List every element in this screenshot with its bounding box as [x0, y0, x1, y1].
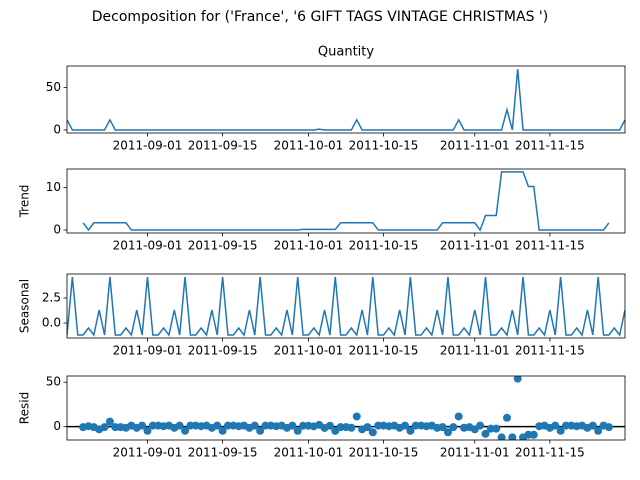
resid-point: [347, 423, 356, 432]
y-tick-label: 0: [53, 419, 61, 433]
resid-point: [454, 412, 463, 421]
figure-title: Decomposition for ('France', '6 GIFT TAG…: [92, 9, 549, 25]
resid-point: [143, 426, 152, 435]
resid-point: [288, 421, 297, 430]
y-tick-label: 10: [46, 180, 61, 194]
x-tick-label: 2011-09-01: [113, 344, 183, 358]
x-tick-label: 2011-09-01: [113, 446, 183, 460]
x-tick-label: 2011-10-15: [349, 344, 419, 358]
x-tick-label: 2011-11-15: [515, 139, 585, 153]
y-tick-label: 2.5: [42, 291, 61, 305]
x-tick-label: 2011-09-15: [188, 446, 258, 460]
resid-point: [529, 430, 538, 439]
resid-point: [368, 428, 377, 437]
x-tick-label: 2011-10-15: [349, 446, 419, 460]
y-axis-label: Trend: [18, 185, 32, 219]
x-tick-label: 2011-09-01: [113, 239, 183, 253]
series-line: [82, 171, 610, 232]
resid-point: [213, 421, 222, 430]
resid-point: [604, 423, 613, 432]
panel-title: Quantity: [318, 45, 374, 60]
axes-frame: [66, 273, 626, 339]
resid-point: [175, 421, 184, 430]
axes-frame: [66, 168, 626, 234]
resid-point: [438, 423, 447, 432]
resid-point: [105, 417, 114, 426]
resid-point: [401, 421, 410, 430]
x-tick-label: 2011-11-01: [440, 139, 510, 153]
resid-point: [138, 421, 147, 430]
resid-point: [551, 421, 560, 430]
x-tick-label: 2011-09-15: [188, 344, 258, 358]
x-tick-label: 2011-10-01: [274, 239, 344, 253]
series-line: [67, 276, 625, 337]
resid-point: [218, 426, 227, 435]
resid-point: [325, 421, 334, 430]
resid-point: [476, 421, 485, 430]
resid-point: [481, 429, 490, 438]
resid-point: [588, 421, 597, 430]
resid-point: [250, 421, 259, 430]
resid-point: [406, 426, 415, 435]
axes-frame: [66, 375, 626, 441]
x-tick-label: 2011-11-01: [440, 446, 510, 460]
series-line: [67, 68, 625, 131]
resid-point: [502, 413, 511, 422]
resid-point: [181, 426, 190, 435]
x-tick-label: 2011-10-01: [274, 446, 344, 460]
resid-point: [594, 426, 603, 435]
resid-point: [513, 376, 522, 383]
x-tick-label: 2011-10-01: [274, 344, 344, 358]
resid-point: [443, 428, 452, 437]
x-tick-label: 2011-11-15: [515, 239, 585, 253]
resid-point: [352, 412, 361, 421]
resid-point: [449, 423, 458, 432]
y-tick-label: 0.0: [42, 316, 61, 330]
axes-frame: [66, 65, 626, 134]
resid-point: [100, 423, 109, 432]
y-tick-label: 50: [46, 80, 61, 94]
y-axis-label: Resid: [18, 392, 32, 424]
resid-point: [256, 426, 265, 435]
y-axis-label: Seasonal: [18, 279, 32, 333]
y-tick-label: 0: [53, 122, 61, 136]
resid-point: [363, 423, 372, 432]
x-tick-label: 2011-10-15: [349, 139, 419, 153]
x-tick-label: 2011-11-15: [515, 446, 585, 460]
x-tick-label: 2011-11-01: [440, 239, 510, 253]
x-tick-label: 2011-10-15: [349, 239, 419, 253]
x-tick-label: 2011-09-15: [188, 139, 258, 153]
x-tick-label: 2011-11-15: [515, 344, 585, 358]
x-tick-label: 2011-09-15: [188, 239, 258, 253]
resid-point: [497, 433, 506, 440]
y-tick-label: 50: [46, 375, 61, 389]
resid-point: [556, 426, 565, 435]
resid-point: [492, 424, 501, 433]
resid-point: [293, 426, 302, 435]
x-tick-label: 2011-10-01: [274, 139, 344, 153]
x-tick-label: 2011-09-01: [113, 139, 183, 153]
x-tick-label: 2011-11-01: [440, 344, 510, 358]
y-tick-label: 0: [53, 223, 61, 237]
resid-point: [508, 433, 517, 440]
